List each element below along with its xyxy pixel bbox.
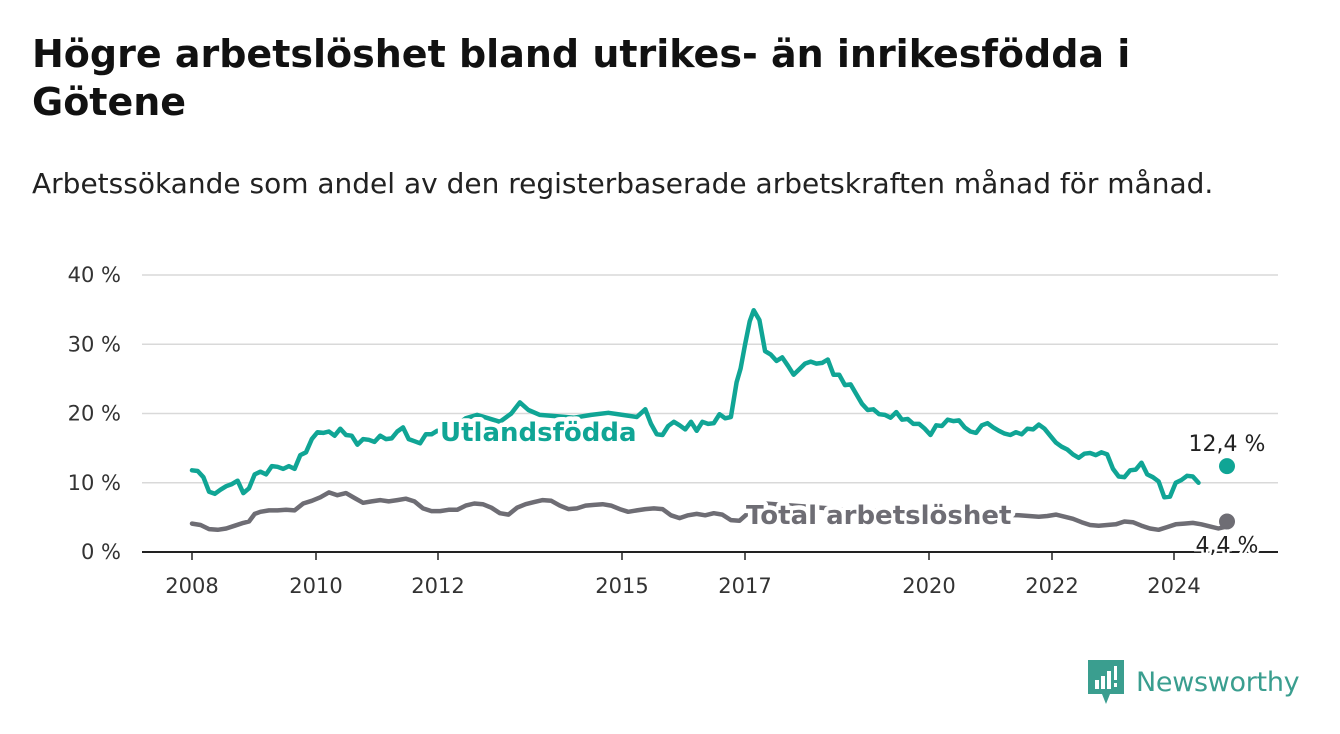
chart-subtitle: Arbetssökande som andel av den registerb… (32, 167, 1214, 200)
y-tick-label: 10 % (68, 471, 121, 495)
series-end-label: 12,4 % (1189, 432, 1266, 457)
series-end-label: 4,4 % (1196, 534, 1259, 559)
brand-logo: Newsworthy (1088, 660, 1300, 704)
x-axis-ticks: 2008 2010 2012 2015 2017 2020 2022 2024 (165, 552, 1201, 598)
y-axis-ticks: 0 % 10 % 20 % 30 % 40 % (68, 263, 121, 564)
x-tick-label: 2010 (289, 574, 342, 598)
series-line (189, 308, 1201, 500)
line-chart: 0 % 10 % 20 % 30 % 40 % 2008 2010 2012 2015 2017… (68, 263, 1278, 598)
y-tick-label: 0 % (81, 540, 121, 564)
newsworthy-logo-icon (1088, 660, 1124, 704)
series-line (189, 490, 1230, 533)
x-tick-label: 2015 (595, 574, 648, 598)
series-end-point (1219, 513, 1235, 530)
y-tick-label: 30 % (68, 332, 121, 356)
brand-name: Newsworthy (1136, 666, 1300, 698)
x-tick-label: 2022 (1025, 574, 1078, 598)
series-lines (189, 308, 1235, 533)
y-tick-label: 40 % (68, 263, 121, 287)
series-labels: 12,4 % 4,4 % Utlandsfödda Total arbetslöshe… (436, 414, 1266, 562)
series-end-point (1219, 458, 1235, 475)
x-tick-label: 2008 (165, 574, 218, 598)
grid-lines (142, 274, 1278, 553)
series-inline-label: Utlandsfödda (440, 418, 637, 448)
series-inline-label: Total arbetslöshet (746, 501, 1011, 531)
x-tick-label: 2020 (902, 574, 955, 598)
chart-title: Högre arbetslöshet bland utrikes- än inr… (32, 32, 1131, 124)
x-tick-label: 2012 (411, 574, 464, 598)
y-tick-label: 20 % (68, 402, 121, 426)
x-tick-label: 2017 (718, 574, 771, 598)
x-tick-label: 2024 (1147, 574, 1200, 598)
